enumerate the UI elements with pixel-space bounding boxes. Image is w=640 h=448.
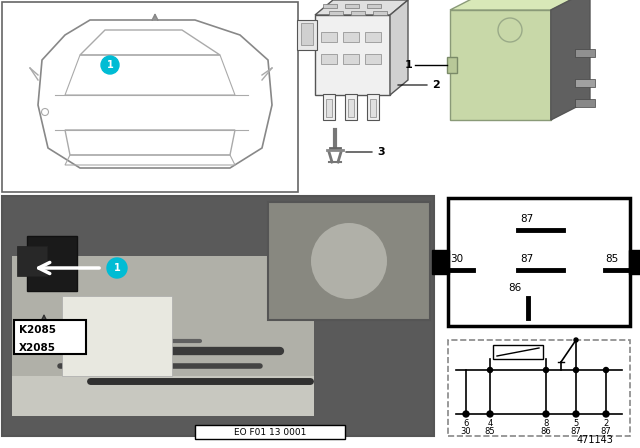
Bar <box>326 99 332 117</box>
Bar <box>447 57 457 73</box>
Polygon shape <box>450 0 590 10</box>
Bar <box>195 425 345 439</box>
Polygon shape <box>315 0 408 15</box>
Circle shape <box>574 338 578 342</box>
Text: 3: 3 <box>377 147 385 157</box>
Circle shape <box>463 411 469 417</box>
Polygon shape <box>551 0 590 120</box>
Bar <box>575 99 595 107</box>
Text: 1: 1 <box>114 263 120 273</box>
Bar <box>365 32 381 42</box>
Bar <box>629 250 640 274</box>
Bar <box>373 11 387 15</box>
Bar <box>493 345 543 359</box>
Bar <box>370 99 376 117</box>
Text: EO F01 13 0001: EO F01 13 0001 <box>234 427 306 436</box>
Circle shape <box>488 367 493 372</box>
Bar <box>2 196 434 436</box>
Bar <box>321 32 337 42</box>
Bar <box>14 320 86 354</box>
Bar <box>12 376 314 416</box>
Text: 1: 1 <box>404 60 412 70</box>
Text: 86: 86 <box>541 427 552 436</box>
Circle shape <box>311 223 387 299</box>
Text: K2085: K2085 <box>19 325 56 335</box>
Polygon shape <box>390 0 408 95</box>
Bar <box>448 340 630 436</box>
Bar <box>575 49 595 57</box>
Bar <box>12 256 314 416</box>
Bar <box>343 32 359 42</box>
Circle shape <box>101 56 119 74</box>
Circle shape <box>573 411 579 417</box>
Text: 87: 87 <box>600 427 611 436</box>
Bar <box>365 54 381 64</box>
Text: 6: 6 <box>463 419 468 428</box>
Bar <box>2 2 298 192</box>
Circle shape <box>543 411 549 417</box>
Text: 30: 30 <box>461 427 471 436</box>
Bar <box>351 11 365 15</box>
Bar <box>448 198 630 326</box>
Text: 4: 4 <box>488 419 493 428</box>
Bar <box>315 15 390 95</box>
Circle shape <box>543 367 548 372</box>
Bar <box>343 54 359 64</box>
Circle shape <box>603 411 609 417</box>
Text: 86: 86 <box>508 283 521 293</box>
Circle shape <box>487 411 493 417</box>
Bar <box>297 20 317 50</box>
Circle shape <box>107 258 127 278</box>
Text: 85: 85 <box>605 254 618 264</box>
Bar <box>62 296 172 376</box>
Text: 30: 30 <box>450 254 463 264</box>
Text: 8: 8 <box>543 419 548 428</box>
Text: 2: 2 <box>432 80 440 90</box>
Text: 5: 5 <box>573 419 579 428</box>
Bar <box>301 23 313 45</box>
Bar <box>268 202 430 320</box>
Bar <box>321 54 337 64</box>
Bar <box>323 4 337 8</box>
Text: 471143: 471143 <box>577 435 613 445</box>
Text: X2085: X2085 <box>19 343 56 353</box>
Text: 87: 87 <box>571 427 581 436</box>
Bar <box>17 246 47 276</box>
Circle shape <box>604 367 609 372</box>
Bar <box>323 94 335 120</box>
Bar <box>450 10 551 120</box>
Bar <box>348 99 354 117</box>
Bar <box>329 11 343 15</box>
Circle shape <box>573 367 579 372</box>
Text: 87: 87 <box>520 214 533 224</box>
Text: 1: 1 <box>107 60 113 70</box>
Text: 2: 2 <box>604 419 609 428</box>
Text: 87: 87 <box>520 254 533 264</box>
Text: 85: 85 <box>484 427 495 436</box>
Bar <box>345 4 359 8</box>
Bar <box>367 94 379 120</box>
Bar <box>367 4 381 8</box>
Bar <box>575 79 595 87</box>
Bar <box>432 250 449 274</box>
Bar <box>345 94 357 120</box>
Bar <box>27 236 77 291</box>
